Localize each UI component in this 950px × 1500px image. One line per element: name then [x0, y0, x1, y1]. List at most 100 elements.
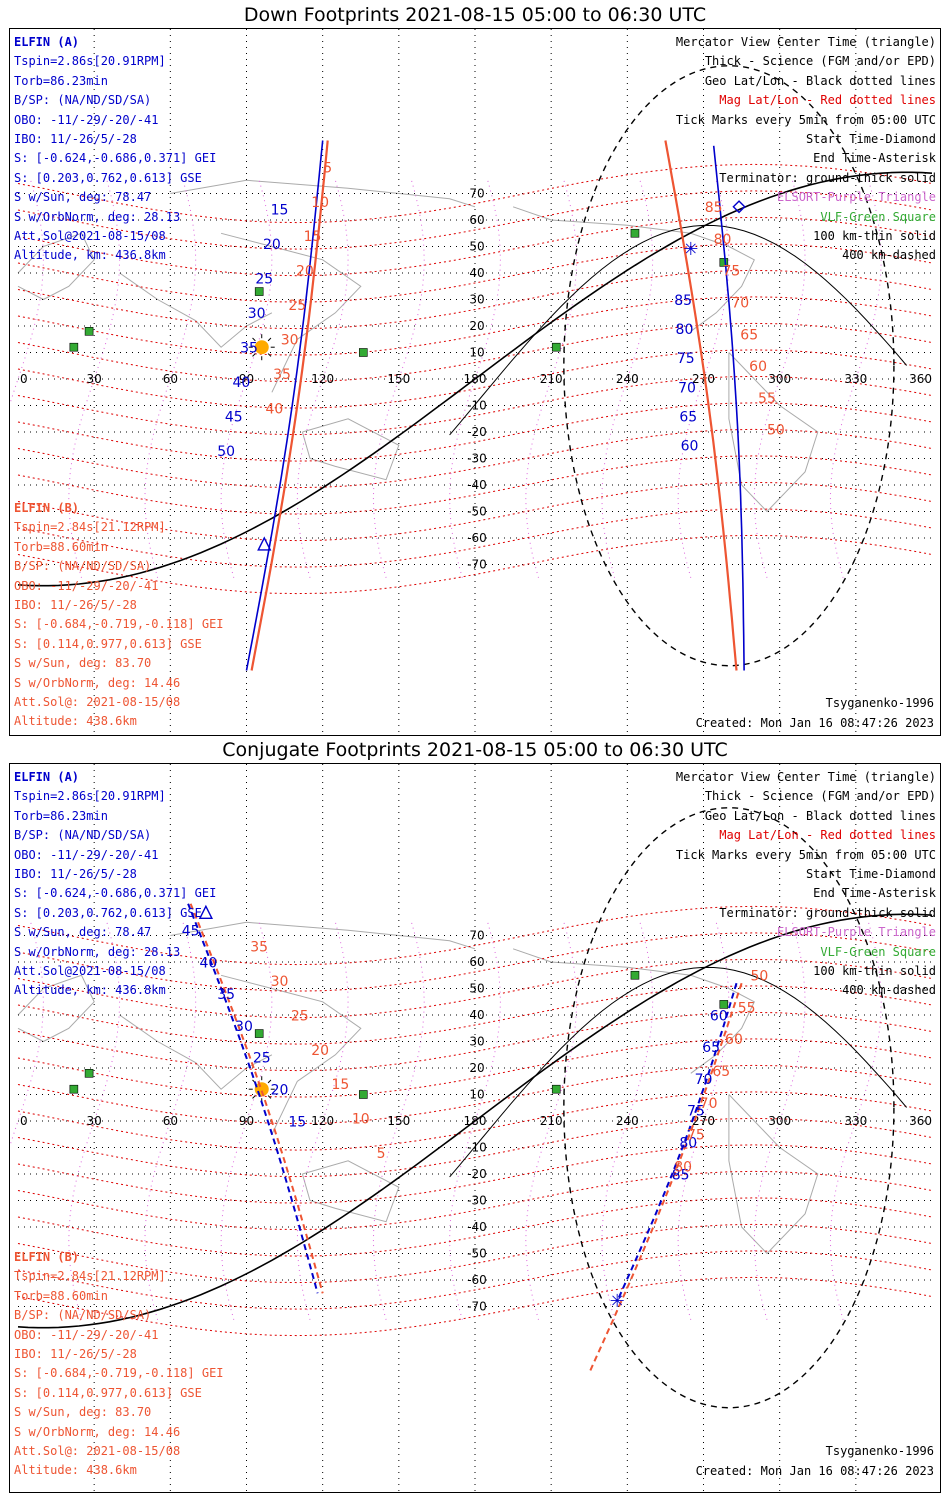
lat-tick-label: -70	[467, 558, 487, 572]
coastline	[170, 921, 476, 950]
vlf-station-square	[254, 1029, 264, 1038]
mag-parallel	[17, 375, 933, 436]
elfin-b-time-label: 30	[281, 333, 299, 349]
mag-parallel	[17, 243, 933, 303]
sun-ray	[252, 1095, 256, 1099]
lat-tick-label: -30	[467, 452, 487, 466]
elfin-a-time-label: 40	[233, 375, 251, 391]
mag-parallel	[17, 1276, 933, 1337]
lat-tick-label: -20	[467, 425, 487, 439]
elfin-a-time-label: 80	[679, 1136, 697, 1152]
info-line: IBO: 11/-26/5/-28	[14, 867, 137, 882]
elfin-header: ELFIN (B)	[14, 501, 80, 515]
legend-line: VLF-Green Square	[820, 209, 936, 224]
info-line: S w/OrbNorm, deg: 14.46	[14, 675, 181, 690]
lat-tick-label: 20	[469, 319, 484, 333]
lon-tick-label: 210	[540, 1114, 563, 1128]
lat-tick-label: 20	[469, 1061, 484, 1075]
down-footprints-map: 0 30 60 90 120 150 180 210 240 270 300 330 360 70 60 50…	[9, 28, 941, 736]
conjugate-map-canvas: 0 30 60 90 120 150 180 210 240 270 300 330 360706050…	[10, 764, 933, 1492]
legend-line: 400 km-dashed	[842, 983, 936, 998]
mag-parallel	[17, 349, 933, 409]
elfin-b-time-label: 25	[291, 1008, 309, 1024]
terminator-ground	[17, 171, 933, 587]
lat-tick-label: -10	[467, 399, 487, 413]
mag-parallel	[17, 1011, 933, 1072]
lat-tick-label: 60	[469, 213, 484, 227]
lat-tick-label: 40	[469, 1008, 484, 1022]
elfin-a-info: ELFIN (A) Tspin=2.86s[20.91RPM] Torb=86.23…	[14, 33, 216, 266]
mag-parallel	[17, 455, 933, 515]
legend-line: ELSORT-Purple Triangle	[777, 925, 936, 940]
lon-tick-label: 270	[692, 372, 715, 386]
mag-parallel	[17, 985, 933, 1045]
vlf-station-square	[551, 1084, 561, 1094]
lon-tick-label: 300	[768, 372, 791, 386]
lat-tick-label: -60	[467, 531, 487, 545]
info-line: Altitude, km: 436.8km	[14, 248, 166, 263]
elfin-b-time-label: 65	[740, 327, 758, 343]
info-line: S w/Sun, deg: 83.70	[14, 1405, 152, 1420]
elfin-b-time-label: 10	[352, 1112, 370, 1128]
info-line: IBO: 11/-26/5/-28	[14, 132, 137, 147]
elfin-b-time-label: 80	[674, 1159, 692, 1175]
lat-tick-label: 70	[469, 929, 484, 943]
elfin-a-time-label: 80	[676, 322, 694, 338]
legend-line: 100 km-thin solid	[813, 964, 936, 979]
lat-tick-label: -10	[467, 1141, 487, 1155]
coastline	[17, 232, 95, 301]
map-legend: Mercator View Center Time (triangle) Thic…	[676, 768, 936, 1001]
info-line: S: [-0.624,-0.686,0.371] GEI	[14, 886, 217, 901]
info-line: S: [-0.624,-0.686,0.371] GEI	[14, 151, 217, 166]
elfin-a-time-label: 25	[253, 1051, 271, 1067]
vlf-station-square	[69, 342, 79, 352]
lon-tick-label: 360	[909, 1114, 932, 1128]
sun-ray	[252, 337, 256, 342]
elfin-b-time-label: 75	[687, 1128, 705, 1144]
lon-tick-label: 30	[87, 372, 102, 386]
legend-line: ELSORT-Purple Triangle	[777, 190, 936, 205]
info-line: Torb=86.23min	[14, 73, 108, 88]
lon-tick-label: 90	[239, 1114, 254, 1128]
info-line: Tspin=2.84s[21.12RPM]	[14, 1269, 166, 1284]
center-time-triangle	[198, 904, 214, 919]
elfin-b-time-label: 25	[288, 298, 306, 314]
mag-parallel	[17, 1223, 933, 1284]
vlf-station-square	[254, 287, 264, 296]
info-line: S: [0.114,0.977,0.613] GSE	[14, 1385, 202, 1400]
info-line: S: [-0.684,-0.719,-0.118] GEI	[14, 1366, 224, 1381]
mag-parallel	[17, 1038, 933, 1098]
info-line: OBO: -11/-29/-20/-41	[14, 1327, 159, 1342]
legend-line: Tick Marks every 5min from 05:00 UTC	[675, 847, 936, 862]
sun-ray	[267, 1095, 272, 1099]
elfin-b-time-label: 20	[296, 264, 314, 280]
elfin-b-time-label: 40	[266, 401, 284, 417]
coastline	[119, 272, 273, 348]
lat-tick-label: 10	[469, 346, 484, 360]
mag-parallel	[17, 1197, 933, 1257]
mag-parallel	[17, 534, 933, 595]
elfin-header: ELFIN (B)	[14, 1250, 80, 1264]
vlf-station-square	[630, 970, 640, 980]
terminator-400km	[563, 65, 895, 667]
end-asterisk: ✳	[610, 1291, 625, 1312]
lon-tick-label: 0	[20, 1114, 28, 1128]
info-line: IBO: 11/-26/5/-28	[14, 598, 137, 613]
legend-line: Geo Lat/Lon - Black dotted lines	[704, 808, 936, 823]
lon-tick-label: 240	[616, 372, 639, 386]
lon-tick-label: 240	[616, 1114, 639, 1128]
elfin-a-info: ELFIN (A) Tspin=2.86s[20.91RPM] Torb=86.23…	[14, 768, 216, 1001]
legend-line: End Time-Asterisk	[813, 886, 936, 901]
mag-parallel	[17, 1117, 933, 1178]
lat-tick-label: -60	[467, 1273, 487, 1287]
lat-tick-label: -50	[467, 505, 487, 519]
model-label: Tsyganenko-1996	[825, 696, 934, 710]
info-line: S w/OrbNorm, deg: 28.13	[14, 944, 181, 959]
lon-tick-label: 90	[239, 372, 254, 386]
info-line: Att.Sol@2021-08-15/08	[14, 964, 166, 979]
lat-tick-label: 40	[469, 266, 484, 280]
coastline	[301, 1160, 400, 1223]
elfin-b-time-label: 10	[311, 195, 329, 211]
elfin-a-time-label: 75	[687, 1104, 705, 1120]
legend-line: Thick - Science (FGM and/or EPD)	[704, 54, 936, 69]
